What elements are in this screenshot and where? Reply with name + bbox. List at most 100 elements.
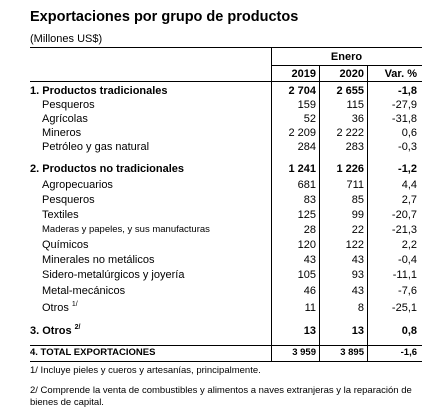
cell-2020: 283 bbox=[345, 141, 364, 153]
table-row: Textiles 125 99 -20,7 bbox=[30, 208, 422, 222]
table-row-total: 4. TOTAL EXPORTACIONES 3 959 3 895 -1,6 bbox=[30, 346, 422, 360]
header-rule bbox=[30, 81, 422, 82]
table-row: Pesqueros 83 85 2,7 bbox=[30, 193, 422, 207]
cell-2020: 8 bbox=[357, 302, 364, 314]
table-row: 1. Productos tradicionales 2 704 2 655 -… bbox=[30, 84, 422, 98]
table-row: Pesqueros 159 115 -27,9 bbox=[30, 98, 422, 112]
cell-2019: 105 bbox=[297, 269, 316, 281]
bottom-rule bbox=[30, 361, 422, 362]
column-header-2020: 2020 bbox=[339, 68, 364, 80]
cell-2020: 99 bbox=[351, 209, 364, 221]
row-label: Mineros bbox=[42, 127, 82, 139]
cell-var: -7,6 bbox=[398, 285, 417, 297]
top-rule bbox=[30, 47, 422, 48]
cell-2019: 83 bbox=[303, 194, 316, 206]
column-header-var: Var. % bbox=[384, 68, 417, 80]
cell-var: -1,6 bbox=[400, 347, 417, 358]
cell-2020: 22 bbox=[351, 224, 364, 236]
cell-2019: 120 bbox=[297, 239, 316, 251]
row-label-wrap: Otros 1/ bbox=[42, 301, 78, 315]
table-row: Otros 1/ 11 8 -25,1 bbox=[30, 301, 422, 315]
row-label: Químicos bbox=[42, 239, 89, 251]
row-label: Maderas y papeles, y sus manufacturas bbox=[42, 224, 210, 235]
cell-2019: 2 704 bbox=[288, 85, 316, 97]
row-label: Sidero-metalúrgicos y joyería bbox=[42, 269, 185, 281]
cell-2019: 52 bbox=[303, 113, 316, 125]
table-row: Minerales no metálicos 43 43 -0,4 bbox=[30, 253, 422, 267]
period-header: Enero bbox=[330, 51, 363, 63]
cell-2019: 1 241 bbox=[288, 163, 316, 175]
row-label: Agrícolas bbox=[42, 113, 88, 125]
total-rule bbox=[30, 345, 422, 346]
period-rule bbox=[271, 65, 422, 66]
cell-2020: 43 bbox=[351, 285, 364, 297]
cell-var: -31,8 bbox=[391, 113, 417, 125]
cell-2019: 2 209 bbox=[288, 127, 316, 139]
row-label: Agropecuarios bbox=[42, 179, 113, 191]
cell-2020: 1 226 bbox=[336, 163, 364, 175]
row-label-wrap: 3. Otros 2/ bbox=[30, 324, 80, 338]
cell-var: -20,7 bbox=[391, 209, 417, 221]
cell-2020: 93 bbox=[351, 269, 364, 281]
table-row: Mineros 2 209 2 222 0,6 bbox=[30, 126, 422, 140]
cell-2019: 13 bbox=[303, 325, 316, 337]
row-label: Minerales no metálicos bbox=[42, 254, 155, 266]
table-title: Exportaciones por grupo de productos bbox=[30, 9, 299, 25]
table-units: (Millones US$) bbox=[30, 33, 103, 45]
cell-2019: 11 bbox=[304, 302, 316, 314]
cell-var: -11,1 bbox=[392, 269, 417, 281]
cell-var: -1,2 bbox=[398, 163, 417, 175]
column-divider-2020 bbox=[319, 66, 320, 361]
cell-var: -21,3 bbox=[391, 224, 417, 236]
footnote-2: 2/ Comprende la venta de combustibles y … bbox=[30, 385, 412, 408]
cell-2020: 2 655 bbox=[336, 85, 364, 97]
cell-var: 2,2 bbox=[401, 239, 417, 251]
cell-var: -25,1 bbox=[391, 302, 417, 314]
cell-2019: 681 bbox=[297, 179, 316, 191]
row-label: 4. TOTAL EXPORTACIONES bbox=[30, 347, 156, 358]
table-row: Metal-mecánicos 46 43 -7,6 bbox=[30, 284, 422, 298]
row-label: 1. Productos tradicionales bbox=[30, 85, 168, 97]
cell-2019: 284 bbox=[297, 141, 316, 153]
cell-var: -1,8 bbox=[398, 85, 417, 97]
cell-2019: 46 bbox=[303, 285, 316, 297]
cell-2020: 711 bbox=[346, 179, 364, 191]
cell-var: -0,3 bbox=[398, 141, 417, 153]
cell-2020: 115 bbox=[346, 99, 364, 111]
footnote-marker: 2/ bbox=[74, 324, 81, 331]
column-divider-2019 bbox=[271, 47, 272, 361]
cell-2020: 3 895 bbox=[340, 347, 364, 358]
cell-2020: 43 bbox=[351, 254, 364, 266]
cell-2020: 85 bbox=[351, 194, 364, 206]
row-label: 2. Productos no tradicionales bbox=[30, 163, 185, 175]
cell-2019: 125 bbox=[297, 209, 316, 221]
cell-2019: 159 bbox=[297, 99, 316, 111]
cell-var: 2,7 bbox=[401, 194, 417, 206]
table-row: Químicos 120 122 2,2 bbox=[30, 238, 422, 252]
footnote-1: 1/ Incluye pieles y cueros y artesanías,… bbox=[30, 365, 261, 376]
cell-2019: 43 bbox=[303, 254, 316, 266]
row-label: Textiles bbox=[42, 209, 79, 221]
row-label: Pesqueros bbox=[42, 194, 95, 206]
table-row: Agropecuarios 681 711 4,4 bbox=[30, 178, 422, 192]
row-label: 3. Otros bbox=[30, 325, 72, 337]
table-row: Sidero-metalúrgicos y joyería 105 93 -11… bbox=[30, 268, 422, 282]
table-row: Maderas y papeles, y sus manufacturas 28… bbox=[30, 223, 422, 237]
footnote-marker: 1/ bbox=[71, 301, 78, 308]
row-label: Petróleo y gas natural bbox=[42, 141, 150, 153]
table-row: Petróleo y gas natural 284 283 -0,3 bbox=[30, 140, 422, 154]
cell-2020: 2 222 bbox=[336, 127, 364, 139]
table-row: Agrícolas 52 36 -31,8 bbox=[30, 112, 422, 126]
table-row: 2. Productos no tradicionales 1 241 1 22… bbox=[30, 162, 422, 176]
cell-var: 0,6 bbox=[401, 127, 417, 139]
column-header-2019: 2019 bbox=[291, 68, 316, 80]
cell-2020: 13 bbox=[351, 325, 364, 337]
cell-var: -27,9 bbox=[391, 99, 417, 111]
row-label: Metal-mecánicos bbox=[42, 285, 126, 297]
cell-2020: 36 bbox=[351, 113, 364, 125]
table-row: 3. Otros 2/ 13 13 0,8 bbox=[30, 324, 422, 338]
row-label: Pesqueros bbox=[42, 99, 95, 111]
row-label: Otros bbox=[42, 302, 69, 314]
cell-var: 4,4 bbox=[401, 179, 417, 191]
cell-var: 0,8 bbox=[401, 325, 417, 337]
